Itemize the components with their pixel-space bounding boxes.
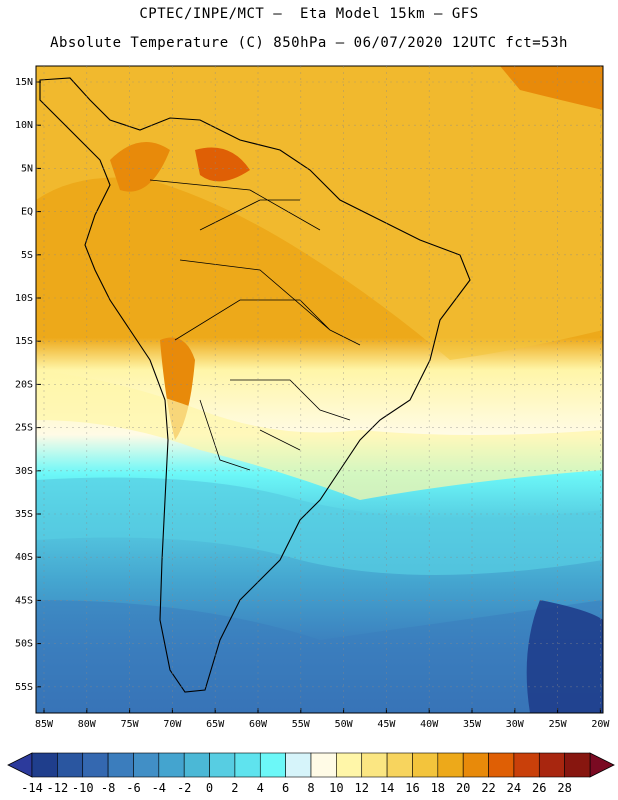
colorbar-swatch <box>107 752 134 778</box>
colorbar-label: 8 <box>307 781 314 795</box>
map-frame <box>35 65 604 714</box>
lon-label: 55W <box>292 719 311 730</box>
colorbar-swatch <box>437 752 464 778</box>
colorbar-swatch <box>158 752 185 778</box>
colorbar-label: 12 <box>355 781 369 795</box>
colorbar-swatch <box>133 752 160 778</box>
colorbar-swatch <box>336 752 363 778</box>
lat-label: 40S <box>15 552 33 563</box>
colorbar-label: 28 <box>557 781 571 795</box>
colorbar-label: -8 <box>101 781 115 795</box>
colorbar-swatch <box>259 752 286 778</box>
lat-label: 30S <box>15 466 33 477</box>
lon-label: 75W <box>121 719 140 730</box>
lon-label: 70W <box>163 719 182 730</box>
colorbar-swatch <box>183 752 210 778</box>
lon-label: 35W <box>463 719 482 730</box>
map-title-line-1: CPTEC/INPE/MCT – Eta Model 15km – GFS <box>139 6 479 22</box>
colorbar-label: 4 <box>257 781 264 795</box>
lon-label: 80W <box>78 719 97 730</box>
colorbar-label: 20 <box>456 781 470 795</box>
colorbar-swatch <box>57 752 84 778</box>
lon-label: 20W <box>591 719 610 730</box>
lat-label: 15N <box>15 77 33 88</box>
lon-label: 30W <box>506 719 525 730</box>
colorbar-swatch <box>462 752 489 778</box>
colorbar-label: 26 <box>532 781 546 795</box>
colorbar-label: 2 <box>231 781 238 795</box>
colorbar-label: -6 <box>126 781 140 795</box>
lon-label: 50W <box>335 719 354 730</box>
lon-label: 60W <box>249 719 268 730</box>
colorbar-label: -2 <box>177 781 191 795</box>
colorbar-swatch <box>513 752 540 778</box>
colorbar-label: 14 <box>380 781 394 795</box>
colorbar-label: 18 <box>431 781 445 795</box>
colorbar-swatch <box>234 752 261 778</box>
lon-label: 25W <box>549 719 568 730</box>
colorbar-swatch <box>386 752 413 778</box>
lat-label: 50S <box>15 639 33 650</box>
lon-label: 65W <box>206 719 225 730</box>
lat-label: 10S <box>15 293 33 304</box>
lat-label: 25S <box>15 423 33 434</box>
colorbar-label: -10 <box>72 781 94 795</box>
lon-label: 40W <box>420 719 439 730</box>
colorbar-swatch <box>361 752 388 778</box>
lat-label: EQ <box>21 207 33 218</box>
colorbar-label: -12 <box>47 781 69 795</box>
colorbar-label: -14 <box>21 781 43 795</box>
colorbar-swatch <box>488 752 515 778</box>
colorbar: -14 -12 -10 -8 -6 -4 -2 0 2 4 6 8 10 12 14 16 18 20 22 24 26… <box>7 752 615 795</box>
longitude-axis: 85W 80W 75W 70W 65W 60W 55W 50W 45W 40W 35W 30W 25W 2… <box>35 66 610 730</box>
colorbar-over-arrow <box>589 752 615 778</box>
colorbar-label: 22 <box>481 781 495 795</box>
colorbar-swatch <box>564 752 591 778</box>
colorbar-label: 0 <box>206 781 213 795</box>
lat-label: 10N <box>15 120 33 131</box>
temperature-field <box>36 66 603 713</box>
lat-label: 20S <box>15 379 33 390</box>
colorbar-swatch <box>310 752 337 778</box>
colorbar-label: 24 <box>507 781 521 795</box>
colorbar-swatch <box>31 752 58 778</box>
colorbar-label: 6 <box>282 781 289 795</box>
lat-label: 15S <box>15 336 33 347</box>
lat-label: 35S <box>15 509 33 520</box>
lat-label: 5N <box>21 163 33 174</box>
lat-label: 5S <box>21 250 33 261</box>
colorbar-swatch <box>209 752 236 778</box>
colorbar-swatch <box>82 752 109 778</box>
lon-label: 85W <box>35 719 54 730</box>
lon-label: 45W <box>377 719 396 730</box>
colorbar-label: 10 <box>329 781 343 795</box>
colorbar-swatch <box>538 752 565 778</box>
colorbar-swatch <box>412 752 439 778</box>
colorbar-label: 16 <box>405 781 419 795</box>
colorbar-label: -4 <box>152 781 166 795</box>
colorbar-swatch <box>285 752 312 778</box>
latitude-axis: 15N 10N 5N EQ 5S 10S 15S 20S 25S 30S 35S 40S 45S 50S 5… <box>15 77 603 693</box>
lat-label: 45S <box>15 595 33 606</box>
lat-label: 55S <box>15 682 33 693</box>
map-title-line-2: Absolute Temperature (C) 850hPa – 06/07/… <box>50 35 568 51</box>
colorbar-under-arrow <box>7 752 33 778</box>
